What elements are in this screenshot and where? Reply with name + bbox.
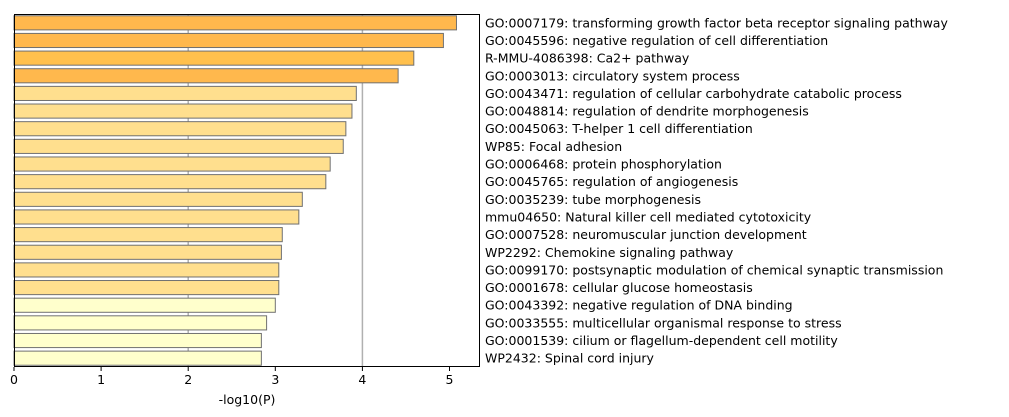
category-label: mmu04650: Natural killer cell mediated c… [485, 209, 812, 224]
bar [13, 280, 280, 296]
category-label: GO:0045063: T-helper 1 cell differentiat… [485, 121, 753, 136]
category-label: WP85: Focal adhesion [485, 139, 622, 154]
category-label: GO:0006468: protein phosphorylation [485, 157, 722, 172]
x-axis-ticks: 0 1 2 3 4 5 [10, 367, 453, 387]
category-label: GO:0003013: circulatory system process [485, 68, 740, 83]
category-label: GO:0043471: regulation of cellular carbo… [485, 86, 902, 101]
category-label: GO:0045765: regulation of angiogenesis [485, 174, 738, 189]
bar [13, 138, 344, 154]
bar [13, 332, 262, 349]
category-label: GO:0001678: cellular glucose homeostasis [485, 280, 753, 295]
bar [13, 191, 303, 207]
category-label: GO:0043392: negative regulation of DNA b… [485, 298, 793, 313]
category-label: WP2432: Spinal cord injury [485, 351, 655, 366]
bar [13, 174, 327, 190]
category-label: GO:0045596: negative regulation of cell … [485, 33, 828, 48]
bar [13, 50, 415, 66]
bar [13, 156, 331, 172]
x-tick-label: 2 [184, 372, 192, 387]
bar [13, 315, 268, 331]
category-label: WP2292: Chemokine signaling pathway [485, 245, 734, 260]
x-tick-label: 0 [10, 372, 18, 387]
category-label: GO:0099170: postsynaptic modulation of c… [485, 262, 943, 277]
bar [13, 209, 300, 225]
bar [13, 32, 444, 49]
bar [13, 297, 276, 313]
x-axis-label: -log10(P) [219, 392, 276, 407]
category-label: GO:0033555: multicellular organismal res… [485, 315, 842, 330]
category-labels: GO:0007179: transforming growth factor b… [485, 15, 948, 365]
x-tick-label: 5 [446, 372, 454, 387]
category-label: GO:0007528: neuromuscular junction devel… [485, 227, 807, 242]
plot-frame [14, 14, 480, 367]
bar [13, 244, 282, 260]
category-label: R-MMU-4086398: Ca2+ pathway [485, 51, 690, 66]
bar [13, 103, 353, 119]
bar [13, 262, 280, 278]
bar [13, 227, 283, 243]
plot-area [14, 14, 480, 367]
x-tick-label: 4 [358, 372, 366, 387]
bars [13, 15, 457, 366]
x-tick-label: 3 [271, 372, 279, 387]
category-label: GO:0001539: cilium or flagellum-dependen… [485, 333, 838, 348]
bar [13, 68, 399, 84]
bar [13, 85, 357, 101]
bar [13, 350, 262, 366]
category-label: GO:0007179: transforming growth factor b… [485, 15, 948, 30]
x-tick-label: 1 [97, 372, 105, 387]
bar [13, 15, 457, 31]
category-label: GO:0035239: tube morphogenesis [485, 192, 701, 207]
bar [13, 121, 347, 137]
category-label: GO:0048814: regulation of dendrite morph… [485, 104, 809, 119]
